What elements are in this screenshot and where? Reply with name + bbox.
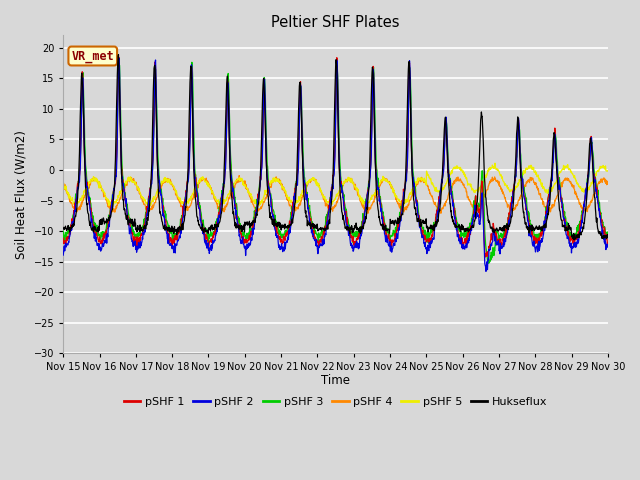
pSHF 5 [604,168,612,174]
X-axis label: Time: Time [321,374,350,387]
pSHF 4 [242,185,250,191]
pSHF 2 [115,55,123,61]
pSHF 5 [492,166,500,171]
pSHF 2 [540,228,548,233]
pSHF 3 [60,228,67,234]
pSHF 1 [60,235,67,241]
pSHF 5 [540,184,548,190]
pSHF 4 [540,201,548,206]
Hukseflux [181,213,189,218]
pSHF 5 [60,180,67,186]
pSHF 5 [399,204,407,210]
pSHF 1 [604,240,612,246]
Title: Peltier SHF Plates: Peltier SHF Plates [271,15,400,30]
Legend: pSHF 1, pSHF 2, pSHF 3, pSHF 4, pSHF 5, Hukseflux: pSHF 1, pSHF 2, pSHF 3, pSHF 4, pSHF 5, … [119,393,552,411]
pSHF 4 [420,178,428,183]
pSHF 2 [168,242,175,248]
pSHF 3 [242,233,250,239]
pSHF 4 [364,210,372,216]
Line: Hukseflux: Hukseflux [63,55,608,240]
pSHF 3 [167,230,175,236]
pSHF 1 [420,235,428,240]
pSHF 2 [482,268,490,274]
Line: pSHF 4: pSHF 4 [63,176,608,213]
Hukseflux [115,52,122,58]
pSHF 1 [181,197,189,203]
Hukseflux [60,225,67,230]
pSHF 5 [491,160,499,166]
pSHF 3 [420,228,428,234]
Line: pSHF 5: pSHF 5 [63,163,608,207]
pSHF 2 [60,252,67,258]
pSHF 4 [180,207,188,213]
pSHF 1 [481,254,489,260]
pSHF 3 [484,261,492,266]
pSHF 4 [167,181,175,187]
Hukseflux [604,233,612,239]
pSHF 1 [242,240,250,246]
pSHF 1 [115,55,123,60]
Hukseflux [242,222,250,228]
pSHF 2 [242,252,250,258]
pSHF 5 [167,180,175,185]
pSHF 3 [180,203,188,208]
Hukseflux [570,237,578,243]
pSHF 4 [236,173,243,179]
pSHF 5 [180,202,188,207]
pSHF 3 [492,242,500,248]
pSHF 2 [604,244,612,250]
Hukseflux [492,228,499,233]
pSHF 5 [241,182,249,188]
Hukseflux [420,221,428,227]
Hukseflux [168,226,175,231]
pSHF 1 [168,236,175,242]
pSHF 3 [188,60,196,65]
pSHF 3 [604,229,612,235]
Y-axis label: Soil Heat Flux (W/m2): Soil Heat Flux (W/m2) [15,130,28,259]
Hukseflux [540,223,547,228]
pSHF 5 [420,175,428,181]
pSHF 2 [492,235,500,241]
pSHF 1 [540,227,548,233]
pSHF 4 [60,181,67,187]
Text: VR_met: VR_met [72,49,114,62]
pSHF 3 [540,221,548,227]
Line: pSHF 2: pSHF 2 [63,58,608,271]
pSHF 2 [181,201,189,207]
Line: pSHF 3: pSHF 3 [63,62,608,264]
pSHF 2 [420,240,428,245]
pSHF 4 [492,178,500,183]
pSHF 1 [492,235,500,241]
Line: pSHF 1: pSHF 1 [63,58,608,257]
pSHF 4 [604,181,612,187]
